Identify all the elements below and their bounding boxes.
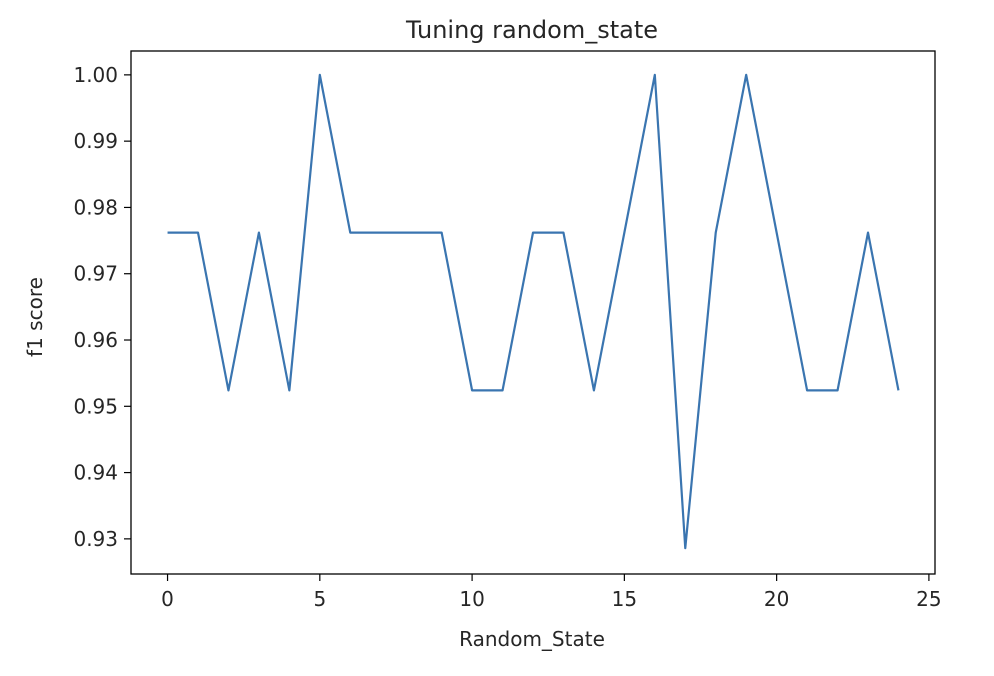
x-tick-label: 25: [916, 587, 941, 611]
x-tick-label: 5: [313, 587, 326, 611]
x-axis-label: Random_State: [459, 627, 605, 651]
y-tick-label: 0.99: [73, 129, 118, 153]
x-tick-label: 0: [161, 587, 174, 611]
y-tick-label: 0.93: [73, 527, 118, 551]
y-axis-ticks: 0.93 0.94 0.95 0.96 0.97 0.98 0.99 1.00: [73, 63, 131, 551]
x-axis-ticks: 0 5 10 15 20 25: [161, 574, 942, 611]
y-tick-label: 0.94: [73, 461, 118, 485]
y-axis-label: f1 score: [23, 277, 47, 357]
axes-frame: [130, 50, 936, 575]
y-tick-label: 0.96: [73, 328, 118, 352]
y-tick-label: 1.00: [73, 63, 118, 87]
chart-title: Tuning random_state: [405, 16, 658, 44]
plot-area: 0 5 10 15 20 25 0.93 0.94 0.95 0.96 0.97 0.98 0.99 1…: [73, 50, 942, 611]
y-tick-label: 0.98: [73, 195, 118, 219]
series-line: [167, 73, 900, 550]
x-tick-label: 10: [459, 587, 484, 611]
y-tick-label: 0.95: [73, 394, 118, 418]
y-tick-label: 0.97: [73, 262, 118, 286]
x-tick-label: 20: [764, 587, 789, 611]
x-tick-label: 15: [612, 587, 637, 611]
